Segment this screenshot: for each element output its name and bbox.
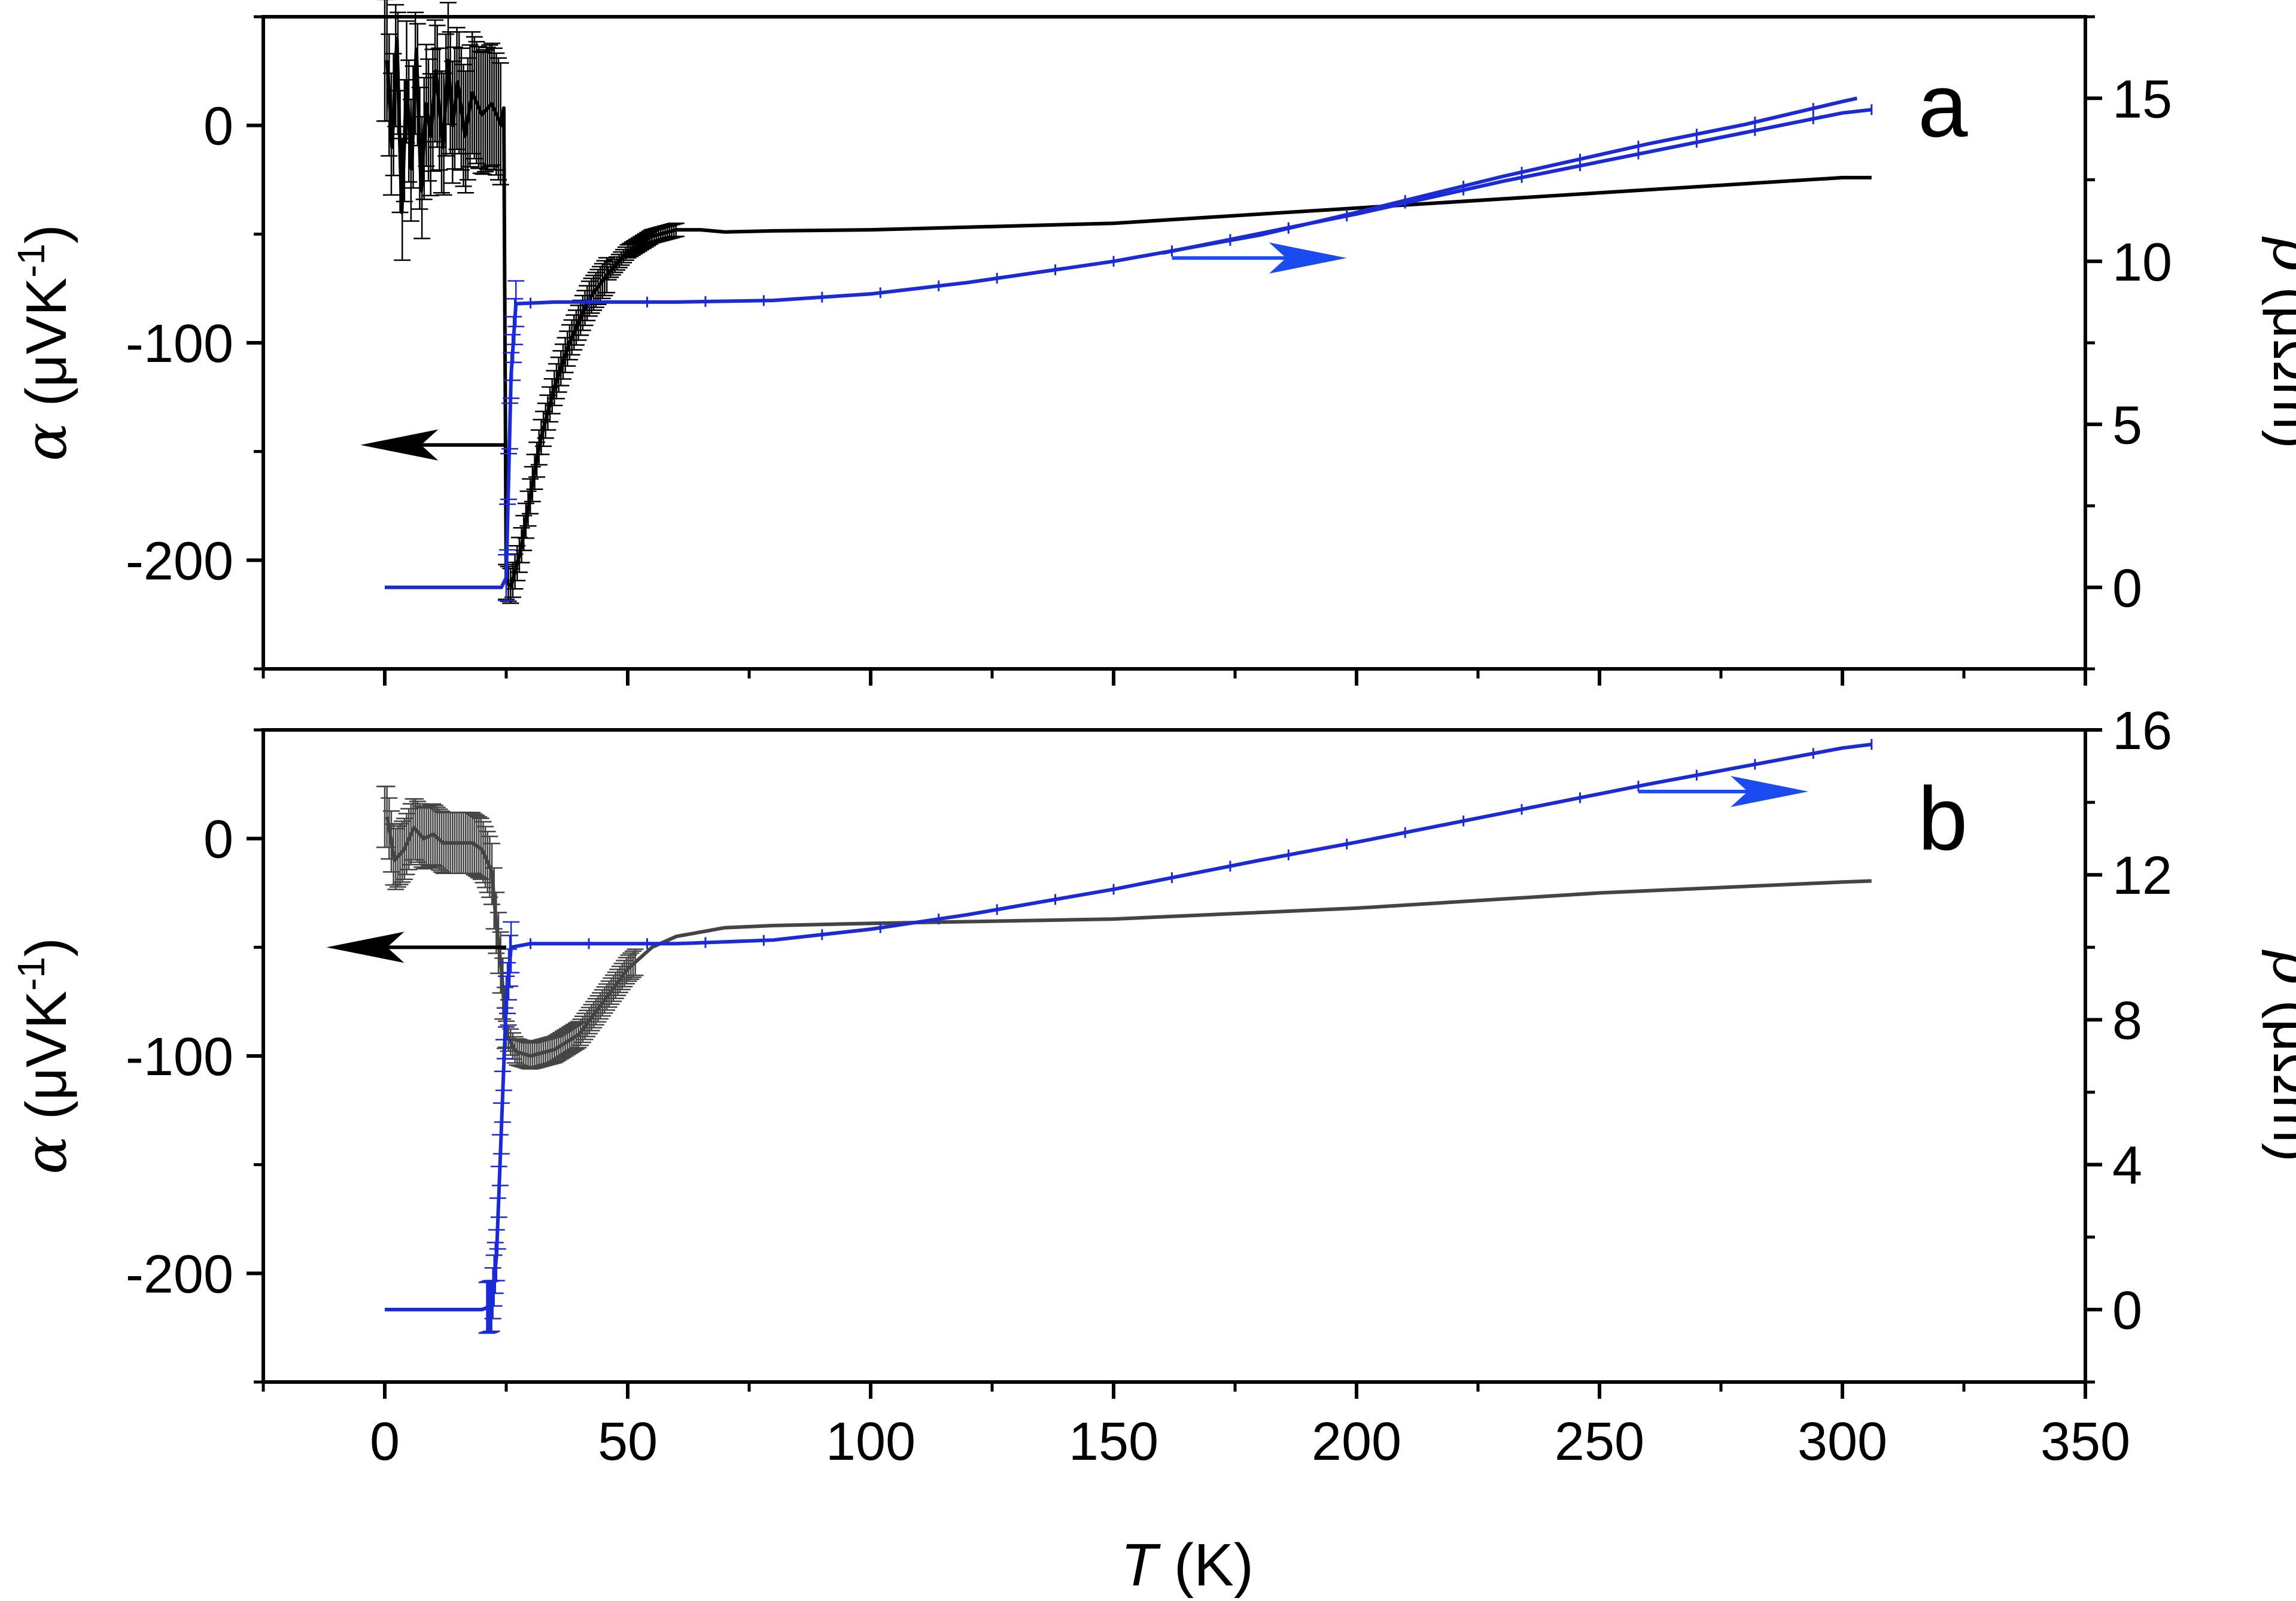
x-tick-label: 100 [826, 1412, 916, 1472]
panel-a-label: a [1918, 55, 1968, 156]
x-axis-title: T (K) [1121, 1532, 1254, 1599]
y-right-tick-label: 5 [2112, 395, 2142, 455]
arrow-left-icon [360, 429, 439, 461]
y-right-tick-label: 4 [2112, 1136, 2142, 1196]
x-axis-symbol: T [1121, 1532, 1161, 1599]
y-right-tick-label: 16 [2112, 701, 2172, 761]
series-line [385, 36, 1872, 588]
panel-a-ticks: -200 -100 0 0 5 10 15 [126, 15, 2172, 686]
panel-b-plot-content [326, 739, 1873, 1334]
alpha-symbol: α [13, 422, 80, 461]
alpha-unit-sup: -1 [10, 957, 53, 991]
y-left-tick-label: -200 [126, 1244, 233, 1304]
series-alpha-0 [376, 0, 1872, 604]
y-right-tick-label: 8 [2112, 991, 2142, 1051]
y-right-tick-label: 12 [2112, 846, 2172, 906]
series-rho-2 [1161, 104, 1873, 257]
y-right-tick-label: 0 [2112, 559, 2142, 619]
rho-symbol: ρ [2260, 949, 2296, 984]
y-left-tick-label: 0 [203, 810, 233, 870]
alpha-unit-close: ) [14, 224, 78, 244]
panel-b-label: b [1918, 768, 1967, 869]
x-tick-label: 250 [1555, 1412, 1644, 1472]
x-axis-unit: (K) [1157, 1532, 1254, 1599]
series-rho-1 [385, 96, 1858, 601]
panel-a-y-left-label: α (μVK-1) [10, 224, 80, 461]
arrow-right-icon [1269, 242, 1347, 274]
alpha-symbol: α [13, 1136, 80, 1174]
x-tick-label: 200 [1312, 1412, 1401, 1472]
rho-symbol: ρ [2260, 236, 2296, 270]
series-line [1161, 108, 1872, 255]
y-left-tick-label: -100 [126, 1027, 233, 1087]
panel-b-y-right-label: ρ (μΩm) [2260, 949, 2296, 1162]
arrow-right-icon [1731, 775, 1809, 807]
x-tick-label: 50 [598, 1412, 658, 1472]
x-tick-label: 150 [1069, 1412, 1158, 1472]
y-right-tick-label: 15 [2112, 69, 2172, 129]
panel-a-plot-content [360, 0, 1873, 604]
panel-b-y-left-label: α (μVK-1) [10, 938, 80, 1174]
alpha-unit: (μVK [14, 991, 78, 1136]
panel-a-y-right-label: ρ (μΩm) [2260, 236, 2296, 449]
alpha-unit-sup: -1 [10, 244, 53, 278]
series-line [385, 96, 1858, 589]
y-left-tick-label: -100 [126, 314, 233, 374]
series-rho-1 [385, 739, 1873, 1334]
rho-unit: (μΩm) [2261, 984, 2296, 1162]
panel-a: -200 -100 0 0 5 10 15 a α (μVK-1) ρ (μΩm) [10, 0, 2296, 686]
alpha-unit: (μVK [14, 278, 78, 422]
rho-unit: (μΩm) [2261, 270, 2296, 449]
x-tick-label: 300 [1798, 1412, 1887, 1472]
alpha-unit-close: ) [14, 938, 78, 957]
arrow-left-icon [326, 932, 405, 963]
y-right-tick-label: 0 [2112, 1281, 2142, 1341]
y-right-tick-label: 10 [2112, 233, 2172, 293]
x-tick-label: 0 [370, 1412, 400, 1472]
panel-b-ticks: 0 50 100 150 200 250 300 350 -200 -100 0 0 4 8 12 16 [126, 701, 2172, 1472]
y-left-tick-label: 0 [203, 97, 233, 157]
y-left-tick-label: -200 [126, 531, 233, 591]
x-tick-label: 350 [2040, 1412, 2130, 1472]
